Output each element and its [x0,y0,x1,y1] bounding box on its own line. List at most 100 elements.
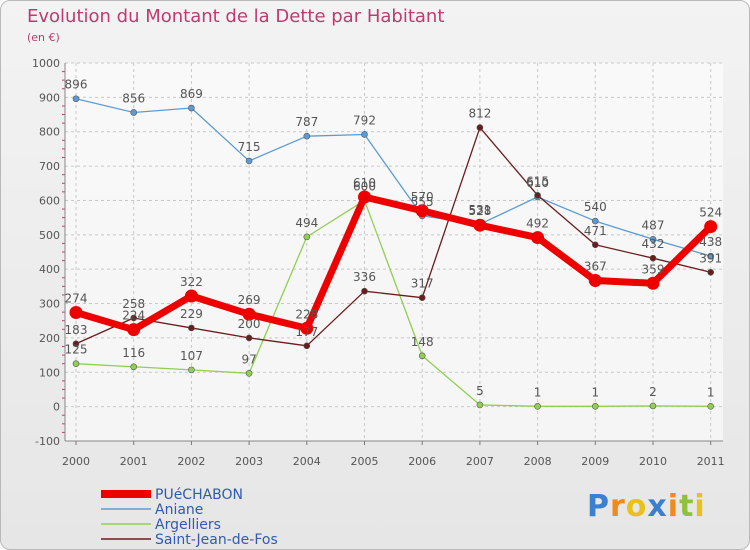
data-point [69,305,83,319]
data-label: 531 [468,203,491,217]
x-tick-label: 2006 [408,455,436,468]
data-label: 787 [295,115,318,129]
x-tick-label: 2011 [697,455,725,468]
data-point [473,218,487,232]
data-label: 1 [591,385,599,399]
data-point [649,402,657,410]
x-tick-label: 2007 [466,455,494,468]
data-point [588,274,602,288]
data-label: 125 [65,343,88,357]
y-tick-label: 700 [39,160,60,173]
x-tick-label: 2003 [235,455,263,468]
data-label: 438 [699,235,722,249]
data-label: 97 [241,352,256,366]
data-point [245,157,253,165]
data-label: 432 [642,237,665,251]
x-tick-label: 2000 [62,455,90,468]
chart-subtitle: (en €) [27,31,60,44]
data-label: 555 [411,195,434,209]
data-label: 228 [295,307,318,321]
data-label: 610 [526,176,549,190]
data-label: 317 [411,277,434,291]
data-point [707,252,715,260]
legend-label: Argelliers [155,517,221,533]
data-point [707,402,715,410]
logo-letter: x [647,489,668,524]
data-point [300,321,314,335]
data-label: 274 [65,291,88,305]
x-tick-label: 2008 [524,455,552,468]
data-point [72,340,80,348]
logo-letter: o [625,489,648,524]
data-point [303,132,311,140]
x-tick-label: 2005 [351,455,379,468]
data-point [130,109,137,116]
chart-title: Evolution du Montant de la Dette par Hab… [27,6,445,27]
x-tick-label: 2004 [293,455,321,468]
data-label: 715 [238,140,261,154]
data-point [245,334,253,342]
data-label: 183 [65,323,88,337]
data-point [130,314,137,322]
data-point [245,370,253,377]
data-point [127,323,141,337]
data-point [361,131,368,138]
data-label: 391 [699,251,722,265]
data-label: 116 [122,346,145,360]
data-label: 487 [642,218,665,232]
data-label: 471 [584,224,607,238]
data-label: 359 [642,262,665,276]
data-label: 540 [584,200,607,214]
series-line [75,193,714,334]
data-label: 177 [295,325,318,339]
data-point [649,235,657,243]
data-label: 5 [476,384,484,398]
legend-label: Aniane [155,502,203,518]
y-tick-label: 100 [39,366,60,379]
x-tick-label: 2009 [581,455,609,468]
data-label: 367 [584,260,607,274]
data-label: 148 [411,335,434,349]
data-label: 896 [65,78,88,92]
data-point [476,124,484,131]
data-point [242,307,256,321]
data-label: 322 [180,275,203,289]
data-label: 336 [353,270,376,284]
data-label: 600 [353,179,376,193]
data-point [188,366,195,374]
y-tick-label: 200 [39,332,60,345]
logo-letter: i [694,489,706,524]
y-tick-label: -100 [35,435,60,448]
data-point [534,402,541,410]
series-line [75,98,711,257]
data-point [531,231,545,245]
data-label: 615 [526,174,549,188]
data-label: 869 [180,87,203,101]
data-point [188,324,195,332]
legend-label: PUéCHABON [155,487,243,503]
data-label: 610 [353,176,376,190]
data-label: 1 [534,385,542,399]
data-label: 224 [122,309,145,323]
data-point [418,352,426,360]
data-point [591,402,599,410]
y-tick-label: 500 [39,229,60,242]
data-label: 269 [238,293,261,307]
data-point [707,268,715,276]
data-point [649,254,657,262]
x-tick-label: 2002 [177,455,205,468]
series-line [75,126,711,347]
logo-letter: P [587,489,610,524]
data-point [303,342,311,350]
data-point [303,233,311,241]
data-point [72,360,80,367]
data-point [646,276,660,290]
y-tick-label: 600 [39,194,60,207]
y-tick-label: 400 [39,263,60,276]
plot-area [65,63,723,441]
data-point [184,289,198,303]
data-label: 107 [180,349,203,363]
y-tick-label: 300 [39,298,60,311]
